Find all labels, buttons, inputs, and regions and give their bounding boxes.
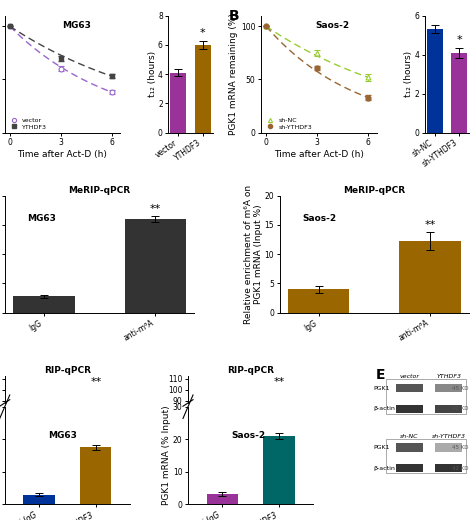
- Text: 45 KD: 45 KD: [452, 386, 468, 391]
- Bar: [427, 29, 443, 133]
- Bar: [264, 436, 295, 504]
- Text: β-actin: β-actin: [373, 465, 395, 471]
- Legend: sh-NC, sh-YTHDF3: sh-NC, sh-YTHDF3: [264, 118, 312, 129]
- Text: **: **: [273, 377, 285, 387]
- Bar: [23, 495, 55, 504]
- Text: 45 KD: 45 KD: [452, 445, 468, 450]
- Text: vector: vector: [400, 374, 419, 380]
- Bar: [435, 464, 463, 472]
- Text: **: **: [90, 377, 101, 387]
- Text: YTHDF3: YTHDF3: [436, 374, 461, 380]
- Text: Saos-2: Saos-2: [232, 431, 266, 440]
- Bar: [207, 496, 238, 499]
- Text: Saos-2: Saos-2: [316, 21, 350, 31]
- X-axis label: Time after Act-D (h): Time after Act-D (h): [18, 150, 108, 159]
- Bar: [264, 476, 295, 499]
- Text: PGK1: PGK1: [373, 445, 390, 450]
- Text: **: **: [149, 204, 161, 214]
- Bar: [23, 496, 55, 499]
- Bar: [396, 464, 423, 472]
- Text: sh-NC: sh-NC: [400, 434, 419, 439]
- Text: β-actin: β-actin: [373, 406, 395, 411]
- Title: RIP-qPCR: RIP-qPCR: [227, 366, 274, 375]
- Y-axis label: t₁₂ (hours): t₁₂ (hours): [147, 51, 156, 97]
- Bar: [400, 241, 461, 313]
- Text: B: B: [228, 8, 239, 22]
- Text: PGK1: PGK1: [373, 386, 390, 391]
- Text: 42 KD: 42 KD: [452, 406, 468, 411]
- Text: **: **: [424, 220, 436, 230]
- Bar: [125, 219, 186, 313]
- Text: MG63: MG63: [62, 21, 91, 31]
- Y-axis label: PGK1 mRNA (% Input): PGK1 mRNA (% Input): [162, 406, 171, 505]
- Text: MG63: MG63: [48, 431, 77, 440]
- Bar: [386, 380, 466, 414]
- Bar: [195, 45, 211, 133]
- Bar: [80, 480, 111, 499]
- Text: *: *: [200, 28, 206, 38]
- Text: MG63: MG63: [27, 214, 56, 224]
- Title: RIP-qPCR: RIP-qPCR: [44, 366, 91, 375]
- Text: sh-YTHDF3: sh-YTHDF3: [432, 434, 465, 439]
- Y-axis label: t₁₂ (hours): t₁₂ (hours): [404, 51, 413, 97]
- Y-axis label: Relative enrichment of m⁶A on
PGK1 mRNA (Input %): Relative enrichment of m⁶A on PGK1 mRNA …: [244, 185, 263, 324]
- Legend: vector, YTHDF3: vector, YTHDF3: [8, 118, 47, 129]
- Bar: [396, 384, 423, 393]
- Bar: [435, 443, 463, 451]
- Title: MeRIP-qPCR: MeRIP-qPCR: [68, 186, 131, 195]
- Y-axis label: PGK1 mRNA remaining (%): PGK1 mRNA remaining (%): [229, 13, 238, 135]
- Bar: [435, 384, 463, 393]
- Text: Saos-2: Saos-2: [302, 214, 337, 224]
- Bar: [451, 53, 467, 133]
- Text: E: E: [376, 368, 386, 382]
- Bar: [170, 73, 186, 133]
- Bar: [80, 447, 111, 504]
- Bar: [396, 405, 423, 413]
- Bar: [207, 494, 238, 504]
- Bar: [13, 296, 74, 313]
- Text: *: *: [456, 35, 462, 45]
- Text: 42 KD: 42 KD: [452, 465, 468, 471]
- Title: MeRIP-qPCR: MeRIP-qPCR: [343, 186, 406, 195]
- Bar: [288, 289, 349, 313]
- Bar: [386, 439, 466, 474]
- Bar: [435, 405, 463, 413]
- X-axis label: Time after Act-D (h): Time after Act-D (h): [274, 150, 364, 159]
- Bar: [396, 443, 423, 451]
